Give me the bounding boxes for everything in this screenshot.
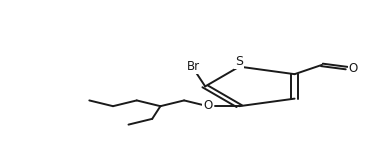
Text: S: S bbox=[235, 55, 243, 68]
Text: O: O bbox=[349, 62, 358, 75]
Text: Br: Br bbox=[187, 60, 200, 73]
Text: O: O bbox=[203, 99, 212, 112]
